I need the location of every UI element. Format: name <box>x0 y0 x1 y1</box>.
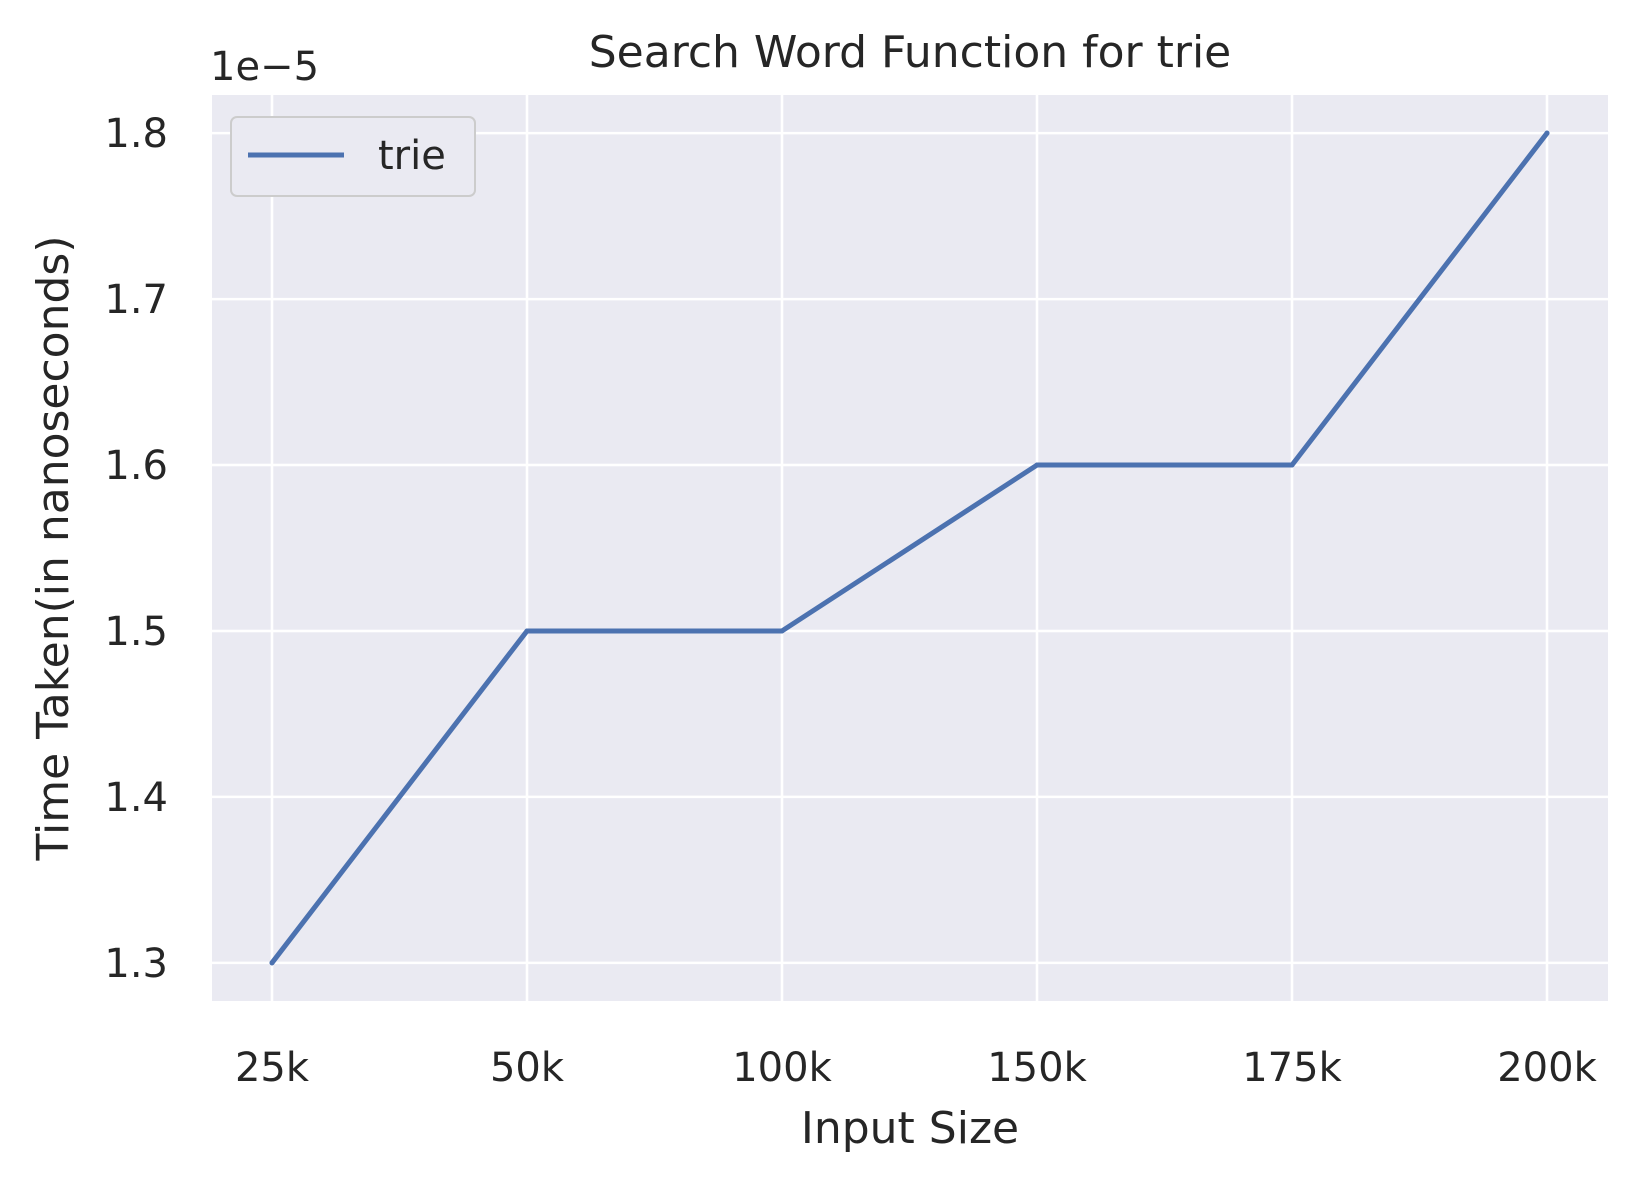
x-tick-label: 175k <box>1242 1045 1342 1091</box>
x-tick-label: 150k <box>987 1045 1087 1091</box>
data-point <box>269 960 275 966</box>
series-line-trie <box>269 130 1550 966</box>
x-tick-label: 50k <box>490 1045 565 1091</box>
y-offset-text: 1e−5 <box>210 44 319 90</box>
data-point <box>1034 462 1040 468</box>
data-point <box>779 628 785 634</box>
y-tick-label: 1.6 <box>104 443 168 489</box>
x-tick-label: 25k <box>235 1045 310 1091</box>
legend-label-trie: trie <box>378 133 446 179</box>
data-point <box>524 628 530 634</box>
x-tick-label: 200k <box>1497 1045 1597 1091</box>
grid <box>212 95 1608 1001</box>
y-tick-label: 1.3 <box>104 941 168 987</box>
y-tick-label: 1.8 <box>104 111 168 157</box>
y-tick-label: 1.4 <box>104 775 168 821</box>
y-tick-label: 1.5 <box>104 609 168 655</box>
data-point <box>1289 462 1295 468</box>
y-axis-label: Time Taken(in nanoseconds) <box>28 235 79 861</box>
legend: trie <box>230 116 476 197</box>
x-axis-label: Input Size <box>801 1103 1019 1154</box>
series-layer <box>269 130 1550 966</box>
legend-box <box>230 116 476 197</box>
x-tick-labels: 25k 50k 100k 150k 175k 200k <box>235 1045 1598 1091</box>
y-tick-label: 1.7 <box>104 277 168 323</box>
y-tick-labels: 1.3 1.4 1.5 1.6 1.7 1.8 <box>104 111 168 987</box>
data-point <box>1544 130 1550 136</box>
x-tick-label: 100k <box>732 1045 832 1091</box>
chart-title: Search Word Function for trie <box>589 27 1232 78</box>
